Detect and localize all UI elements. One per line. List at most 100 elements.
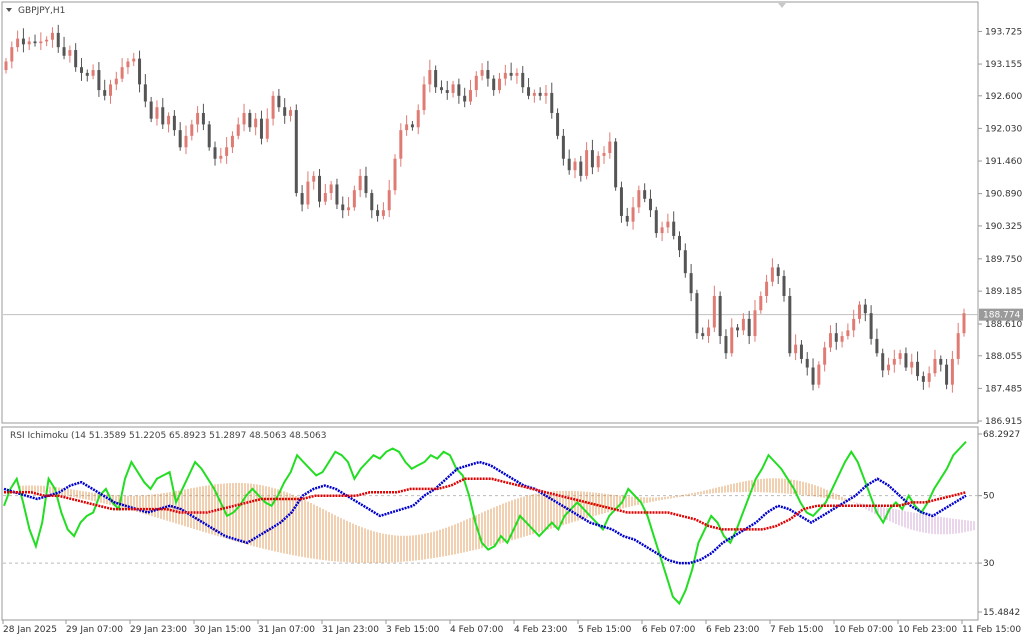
scroll-marker-icon[interactable] <box>778 3 786 8</box>
collapse-triangle-icon[interactable] <box>6 8 12 12</box>
indicator-tick-label: 30 <box>983 559 995 569</box>
candle-body <box>492 78 496 91</box>
candle-body <box>550 92 554 113</box>
time-tick-label: 29 Jan 07:00 <box>66 625 123 635</box>
candle-body <box>817 364 821 385</box>
indicator-label: RSI Ichimoku (14 51.3589 51.2205 65.8923… <box>10 431 327 441</box>
candle-body <box>294 110 298 194</box>
candle-body <box>602 153 606 156</box>
candle-body <box>126 61 130 68</box>
candle-body <box>109 84 113 96</box>
candle-body <box>921 376 925 382</box>
price-tick-label: 192.030 <box>985 124 1022 134</box>
candle-body <box>695 293 699 334</box>
candle-body <box>532 92 536 96</box>
price-tick-label: 189.185 <box>985 287 1022 297</box>
candle-body <box>10 47 14 62</box>
candle-body <box>904 353 908 368</box>
candle-body <box>660 227 664 234</box>
time-tick-label: 6 Feb 07:00 <box>642 625 696 635</box>
candle-body <box>567 158 571 171</box>
candle-body <box>138 58 142 85</box>
price-panel[interactable] <box>1 1 979 424</box>
candle-body <box>312 175 316 182</box>
indicator-tick-label: 15.4842 <box>983 608 1020 618</box>
candle-body <box>201 112 205 125</box>
candle-body <box>16 38 20 48</box>
candle-body <box>689 273 693 294</box>
candle-body <box>770 267 774 282</box>
candle-body <box>329 184 333 194</box>
candle-body <box>846 330 850 337</box>
candle-body <box>242 112 246 125</box>
candle-body <box>834 333 838 342</box>
candle-body <box>619 187 623 216</box>
candle-body <box>74 50 78 68</box>
candle-body <box>445 90 449 93</box>
current-price-tag: 188.774 <box>979 308 1023 321</box>
candle-body <box>590 150 594 168</box>
candle-body <box>707 327 711 337</box>
indicator-tick-label: 68.2927 <box>983 430 1020 440</box>
candle-body <box>509 72 513 76</box>
current-price-tag-bg <box>979 308 1023 321</box>
candle-body <box>736 327 740 331</box>
candle-body <box>4 61 8 71</box>
candle-body <box>283 107 287 116</box>
candle-body <box>712 296 716 328</box>
candle-body <box>85 72 89 76</box>
candle-body <box>724 336 728 354</box>
candle-body <box>259 118 263 139</box>
candle-body <box>21 38 25 45</box>
candle-body <box>857 304 861 319</box>
candle-body <box>875 338 879 354</box>
candle-body <box>823 347 827 365</box>
candle-body <box>521 72 525 88</box>
candle-body <box>196 112 200 125</box>
candle-body <box>376 210 380 216</box>
candle-body <box>863 304 867 314</box>
candle-body <box>184 135 188 148</box>
candle-body <box>788 296 792 354</box>
candle-body <box>236 124 240 136</box>
candle-body <box>352 190 356 208</box>
candle-body <box>892 358 896 365</box>
time-tick-label: 6 Feb 23:00 <box>706 625 760 635</box>
candle-body <box>596 155 600 168</box>
candle-body <box>387 190 391 211</box>
candle-body <box>399 130 403 159</box>
candle-body <box>498 78 502 91</box>
candle-body <box>167 115 171 125</box>
price-tick-label: 189.750 <box>985 255 1022 265</box>
price-tick-label: 192.600 <box>985 92 1022 102</box>
time-tick-label: 31 Jan 07:00 <box>258 625 315 635</box>
candle-body <box>393 158 397 191</box>
time-tick-label: 4 Feb 07:00 <box>450 625 504 635</box>
candle-body <box>631 207 635 222</box>
candle-body <box>782 275 786 297</box>
candle-body <box>288 110 292 116</box>
candle-body <box>347 207 351 211</box>
time-tick-label: 28 Jan 2025 <box>3 625 57 635</box>
candle-body <box>480 70 484 76</box>
candles-group <box>4 24 966 393</box>
time-tick-label: 29 Jan 23:00 <box>130 625 187 635</box>
candle-body <box>765 281 769 297</box>
candle-body <box>364 175 368 194</box>
indicator-tick-label: 50 <box>983 492 995 502</box>
indicator-panel[interactable] <box>1 426 979 621</box>
candle-body <box>741 318 745 331</box>
candle-body <box>956 333 960 359</box>
time-tick-label: 3 Feb 15:00 <box>386 625 440 635</box>
candle-body <box>457 84 461 96</box>
candle-body <box>318 175 322 202</box>
price-tick-label: 188.610 <box>985 320 1022 330</box>
candle-body <box>358 175 362 191</box>
candle-body <box>898 353 902 359</box>
current-price-tag-label: 188.774 <box>983 311 1020 321</box>
candle-body <box>637 190 641 208</box>
candle-body <box>91 70 95 76</box>
price-axis: 193.725 193.155 192.600 192.030 191.460 190.8… <box>978 27 1022 427</box>
candle-body <box>120 67 124 79</box>
price-tick-label: 193.725 <box>985 27 1022 37</box>
